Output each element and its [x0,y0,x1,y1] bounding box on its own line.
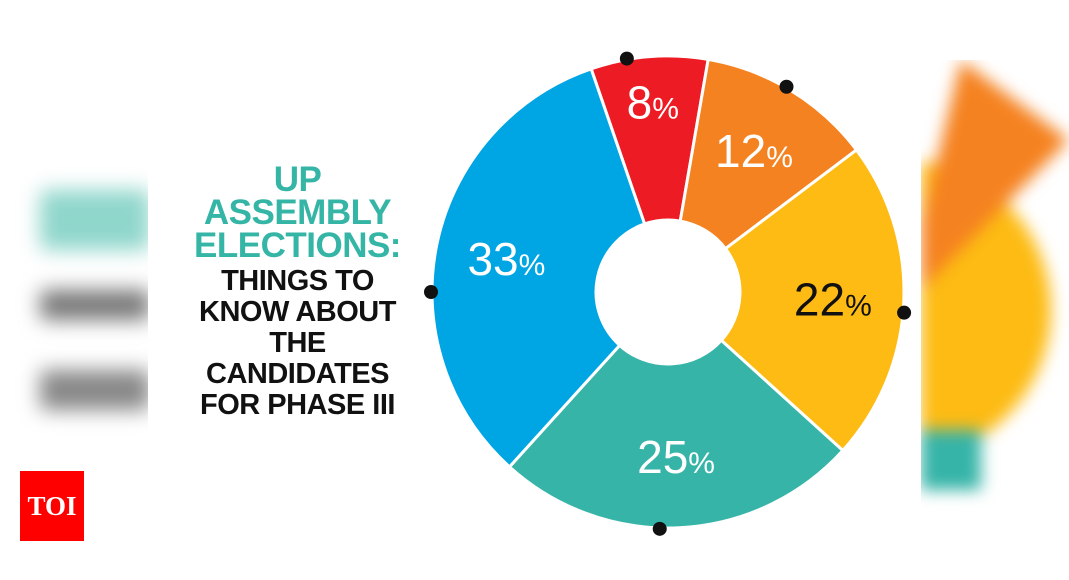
headline-line: CANDIDATES [206,358,389,390]
headline-highlight-line: UP [273,160,322,199]
slice-label: 25% [637,431,715,483]
headline-line: FOR PHASE III [200,389,395,421]
slice-label: 33% [467,233,545,285]
headline-line: THE [269,327,326,359]
headline-line: KNOW ABOUT [199,296,396,328]
blurred-background-left [30,180,150,440]
headline: UP ASSEMBLY ELECTIONS: THINGS TO KNOW AB… [160,160,435,421]
rim-dot [897,305,912,320]
slice-label: 22% [794,273,872,325]
slice-label: 12% [715,125,793,177]
rim-dot [779,79,794,94]
rim-dot [652,521,667,536]
donut-slice [719,147,906,453]
donut-slice [430,66,647,469]
headline-line: THINGS TO [221,265,374,297]
blurred-background-right [921,60,1069,510]
headline-highlight-line: ASSEMBLY [203,193,392,232]
headline-highlight-line: ELECTIONS: [194,226,401,265]
toi-logo: TOI [20,471,84,541]
rim-dot [619,51,634,66]
slice-label: 8% [627,77,679,129]
logo-text: TOI [27,490,77,521]
donut-slice [678,57,859,251]
donut-slice [507,338,845,530]
rim-dot [424,285,438,299]
